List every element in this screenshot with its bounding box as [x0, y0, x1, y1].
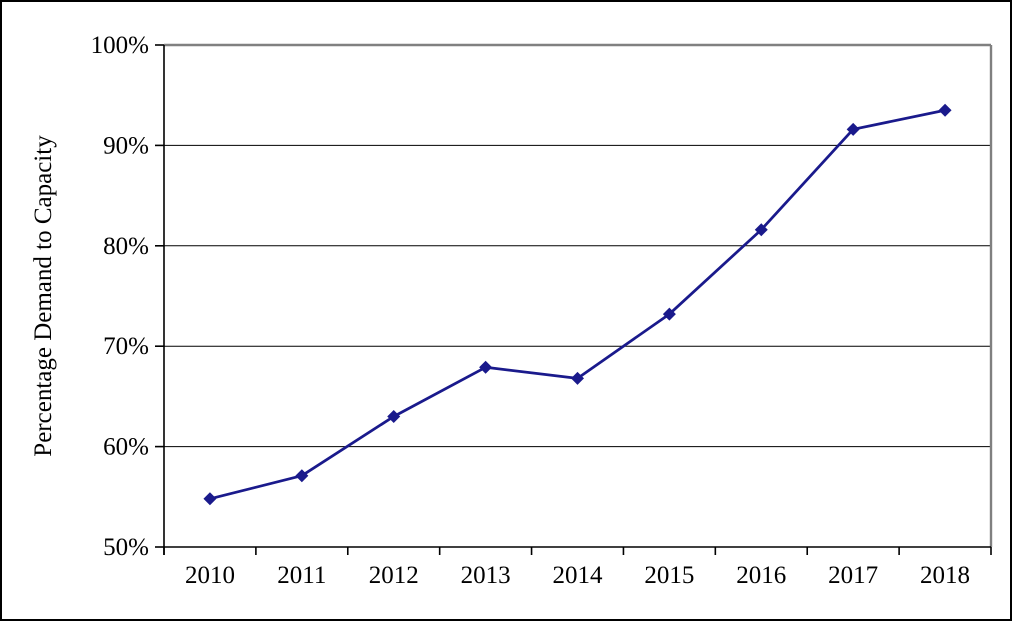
- data-point-marker: [295, 469, 309, 483]
- data-point-marker: [479, 360, 493, 374]
- x-tick-label: 2011: [277, 562, 326, 589]
- y-tick-label: 90%: [103, 132, 149, 159]
- x-tick-label: 2015: [644, 562, 694, 589]
- y-tick-label: 50%: [103, 534, 149, 561]
- x-tick-label: 2012: [369, 562, 419, 589]
- y-tick-label: 80%: [103, 233, 149, 260]
- x-tick-label: 2013: [461, 562, 511, 589]
- data-point-marker: [387, 409, 401, 423]
- data-point-marker: [754, 223, 768, 237]
- x-tick-label: 2016: [736, 562, 786, 589]
- series-line: [209, 108, 946, 501]
- y-tick-label: 60%: [103, 434, 149, 461]
- y-tick-label: 70%: [103, 333, 149, 360]
- x-tick-label: 2018: [920, 562, 970, 589]
- y-tick-label: 100%: [91, 32, 149, 59]
- x-tick-label: 2014: [553, 562, 604, 589]
- data-point-marker: [846, 122, 860, 136]
- data-point-marker: [938, 103, 952, 117]
- x-tick-label: 2010: [185, 562, 235, 589]
- data-point-marker: [571, 371, 584, 385]
- data-point-marker: [662, 307, 676, 321]
- x-tick-label: 2017: [828, 562, 878, 589]
- data-point-marker: [203, 492, 217, 506]
